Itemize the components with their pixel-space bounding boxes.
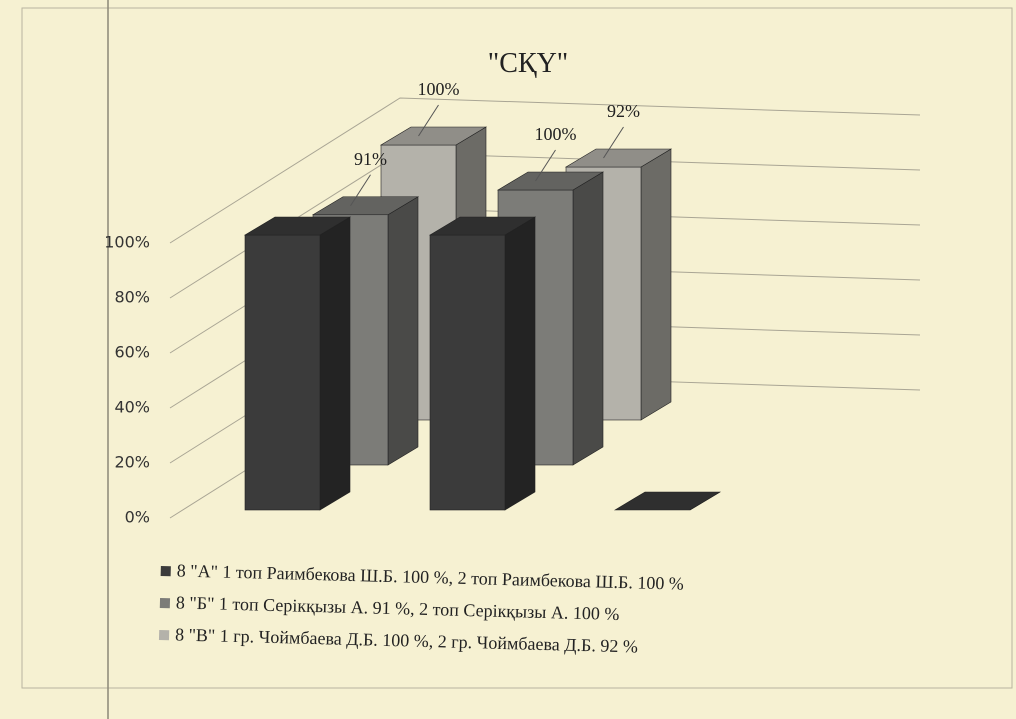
legend-swatch	[160, 566, 171, 577]
bar-top	[379, 126, 488, 146]
bars: 100% 92% 91% 100%	[243, 79, 722, 511]
y-tick-label: 60%	[114, 343, 150, 362]
bar-top	[564, 148, 673, 168]
y-tick-label: 0%	[125, 508, 150, 527]
bar	[429, 234, 506, 511]
y-tick-label: 40%	[114, 398, 150, 417]
leader-line	[535, 149, 556, 182]
y-tick-label: 100%	[104, 233, 150, 252]
data-label: 91%	[354, 149, 387, 169]
data-label: 100%	[535, 124, 577, 144]
bar-top	[311, 196, 420, 216]
leader-line	[350, 174, 371, 207]
legend-swatch	[159, 598, 171, 609]
bar-side	[572, 171, 604, 466]
legend: 8 "А" 1 топ Раимбекова Ш.Б. 100 %, 2 топ…	[158, 560, 684, 657]
bar-top	[428, 216, 537, 236]
data-label: 92%	[607, 101, 640, 121]
leader-line	[603, 126, 624, 159]
bar-side	[640, 148, 672, 421]
y-tick-label: 20%	[114, 453, 150, 472]
bar-top	[496, 171, 605, 191]
bar-top	[243, 216, 352, 236]
bar-side	[504, 216, 536, 511]
bar-top	[613, 491, 722, 511]
chart-title: "СҚҮ"	[488, 48, 568, 79]
data-label: 100%	[418, 79, 460, 99]
leader-line	[418, 104, 439, 137]
grid-line	[169, 97, 921, 244]
bar-side	[387, 196, 419, 466]
bar	[244, 234, 321, 511]
legend-swatch	[158, 629, 170, 641]
bar-side	[319, 216, 351, 511]
chart-frame	[21, 7, 1013, 689]
y-tick-label: 80%	[114, 288, 150, 307]
